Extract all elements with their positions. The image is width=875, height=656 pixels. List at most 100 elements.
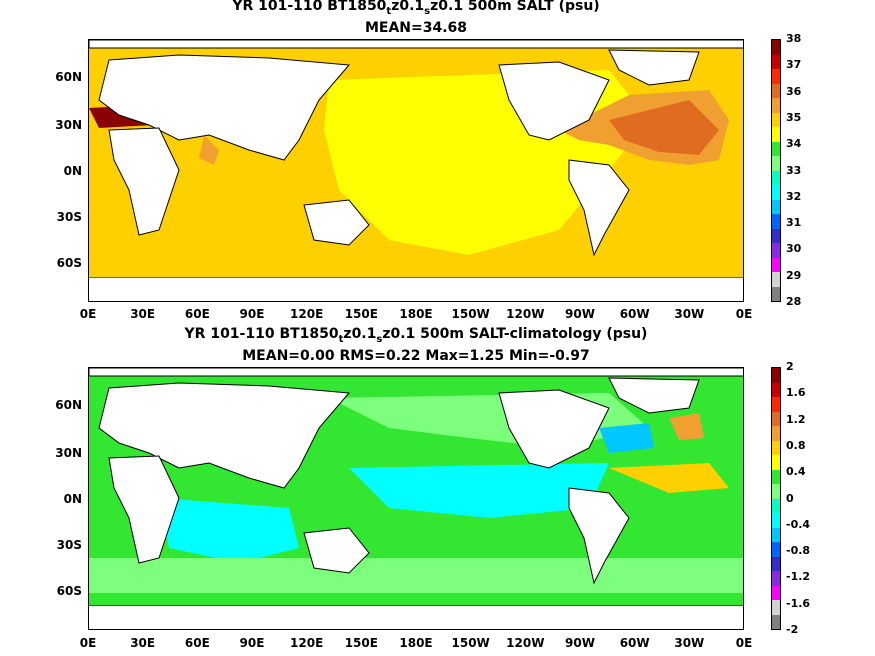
colorbar-label: 2 xyxy=(786,360,794,373)
lon-label: 90E xyxy=(239,307,265,321)
lon-label: 60W xyxy=(619,636,650,650)
lat-label: 60S xyxy=(56,584,82,598)
indian-ocean-fresh xyxy=(159,498,299,563)
colorbar-swatch xyxy=(772,397,780,412)
lon-label: 30W xyxy=(674,636,705,650)
colorbar-label: 36 xyxy=(786,84,802,98)
colorbar-swatch xyxy=(772,69,780,84)
north-atlantic-anomaly xyxy=(669,413,704,440)
colorbar-swatch xyxy=(772,141,780,156)
salinity-anomaly-map xyxy=(88,367,744,630)
colorbar-label: 0.4 xyxy=(786,465,806,479)
panel1-mean: MEAN=34.68 xyxy=(364,20,468,36)
lon-label: 90E xyxy=(239,636,265,650)
colorbar-swatch xyxy=(772,600,780,615)
colorbar-swatch xyxy=(772,469,780,484)
colorbar-swatch xyxy=(772,382,780,397)
lon-label: 90W xyxy=(565,307,595,321)
lon-label: 180E xyxy=(399,636,433,650)
lon-label: 150E xyxy=(344,307,378,321)
colorbar-swatch xyxy=(772,498,780,513)
lon-label: 30W xyxy=(674,307,705,321)
panel2-colorbar xyxy=(771,367,781,630)
colorbar-swatch xyxy=(772,243,780,258)
colorbar-label: 30 xyxy=(786,242,802,256)
colorbar-swatch xyxy=(772,272,780,287)
colorbar-swatch xyxy=(772,556,780,571)
colorbar-label: 37 xyxy=(786,58,802,72)
panel1-colorbar xyxy=(771,39,781,302)
colorbar-swatch xyxy=(772,228,780,243)
lon-label: 60W xyxy=(619,307,650,321)
lon-label: 90W xyxy=(565,636,595,650)
colorbar-swatch xyxy=(772,156,780,171)
colorbar-swatch xyxy=(772,513,780,528)
colorbar-label: 0 xyxy=(786,491,794,505)
lon-label: 120E xyxy=(290,636,324,650)
colorbar-label: -1.6 xyxy=(786,596,811,610)
colorbar-label: 35 xyxy=(786,110,802,124)
colorbar-swatch xyxy=(772,40,780,55)
colorbar-label: 0.8 xyxy=(786,438,806,452)
colorbar-label: 34 xyxy=(786,137,802,151)
lon-label: 120W xyxy=(506,307,545,321)
lon-label: 150W xyxy=(451,307,490,321)
lon-label: 60E xyxy=(184,636,210,650)
panel2-title: YR 101-110 BT1850tz0.1sz0.1 500m SALT-cl… xyxy=(184,326,648,345)
colorbar-swatch xyxy=(772,185,780,200)
lat-label: 0N xyxy=(63,492,82,506)
colorbar-swatch xyxy=(772,440,780,455)
lon-label: 0E xyxy=(79,636,97,650)
colorbar-swatch xyxy=(772,112,780,127)
colorbar-swatch xyxy=(772,286,780,301)
colorbar-swatch xyxy=(772,257,780,272)
gulf-stream-fresh xyxy=(599,423,654,453)
lat-label: 60S xyxy=(56,256,82,270)
lat-label: 60N xyxy=(55,398,82,412)
lon-label: 30E xyxy=(130,307,156,321)
colorbar-label: 38 xyxy=(786,32,802,45)
lon-label: 0E xyxy=(735,636,753,650)
colorbar-swatch xyxy=(772,214,780,229)
colorbar-swatch xyxy=(772,54,780,69)
salinity-map-svg xyxy=(89,40,743,301)
colorbar-label: 29 xyxy=(786,268,802,282)
antarctica xyxy=(89,606,743,629)
lat-label: 30S xyxy=(56,210,82,224)
colorbar-swatch xyxy=(772,411,780,426)
colorbar-label: 33 xyxy=(786,163,802,177)
lat-label: 30N xyxy=(55,446,82,460)
salinity-anomaly-svg xyxy=(89,368,743,629)
colorbar-swatch xyxy=(772,527,780,542)
atlantic-salty-anomaly xyxy=(609,463,729,493)
lon-label: 150E xyxy=(344,636,378,650)
colorbar-label: 1.6 xyxy=(786,386,806,400)
colorbar-label: 1.2 xyxy=(786,412,806,426)
arabian-sea-salty xyxy=(199,135,219,165)
panel2-stats: MEAN=0.00 RMS=0.22 Max=1.25 Min=-0.97 xyxy=(242,348,590,364)
lon-label: 120W xyxy=(506,636,545,650)
southern-ocean-band xyxy=(89,558,743,593)
colorbar-swatch xyxy=(772,127,780,142)
colorbar-swatch xyxy=(772,98,780,113)
colorbar-swatch xyxy=(772,368,780,383)
lon-label: 30E xyxy=(130,636,156,650)
lat-label: 60N xyxy=(55,70,82,84)
lat-label: 30N xyxy=(55,118,82,132)
salinity-map xyxy=(88,39,744,302)
colorbar-label: 32 xyxy=(786,189,802,203)
colorbar-swatch xyxy=(772,170,780,185)
lat-label: 0N xyxy=(63,164,82,178)
colorbar-swatch xyxy=(772,199,780,214)
lon-label: 120E xyxy=(290,307,324,321)
lon-label: 0E xyxy=(79,307,97,321)
colorbar-label: 31 xyxy=(786,216,802,230)
antarctica xyxy=(89,278,743,301)
colorbar-swatch xyxy=(772,484,780,499)
colorbar-swatch xyxy=(772,542,780,557)
atlantic-high-salinity xyxy=(609,100,719,155)
lat-label: 30S xyxy=(56,538,82,552)
lon-label: 0E xyxy=(735,307,753,321)
tropical-pacific-fresh xyxy=(349,463,609,518)
colorbar-swatch xyxy=(772,571,780,586)
